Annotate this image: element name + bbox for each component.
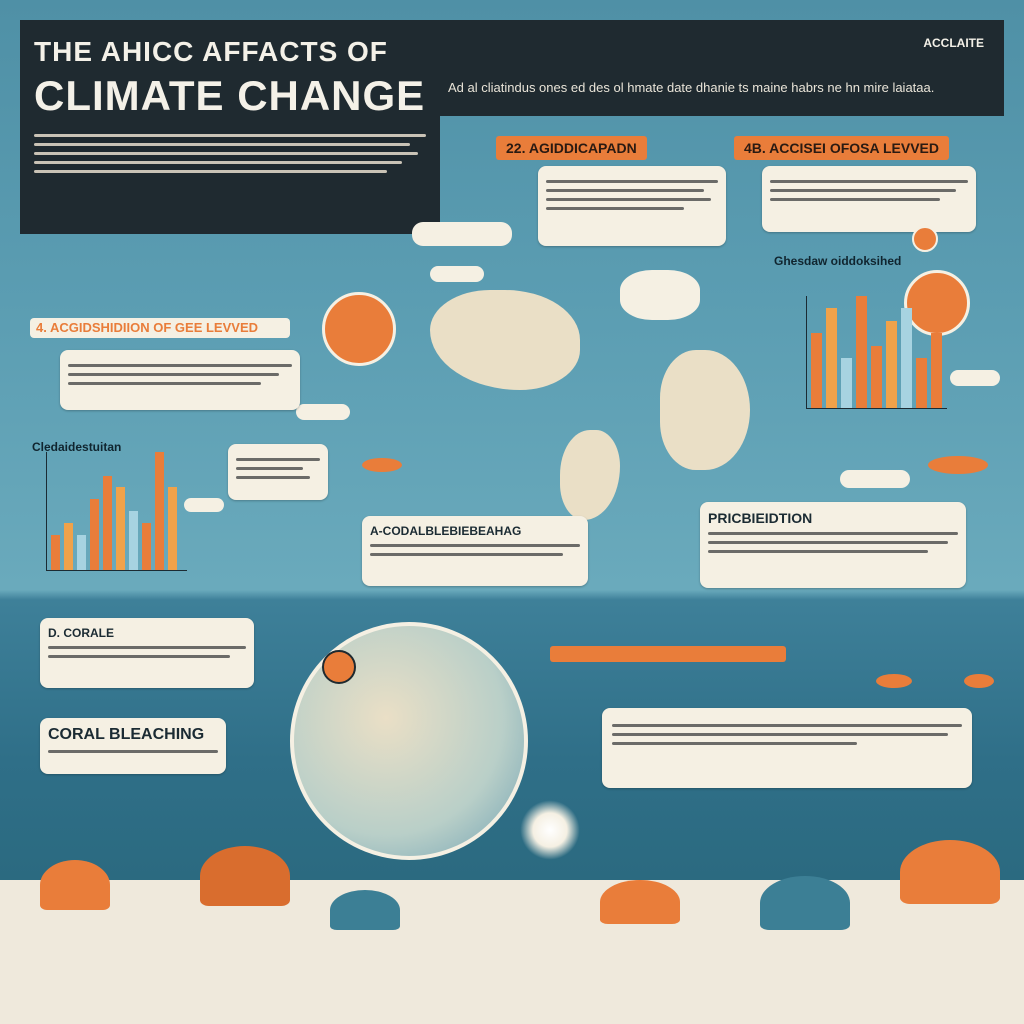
coral-icon	[600, 880, 680, 924]
coral-side-title: D. CORALE	[48, 626, 114, 640]
world-map	[420, 250, 760, 520]
coral-icon	[900, 840, 1000, 904]
cloud-icon	[184, 498, 224, 512]
chart-bar	[826, 308, 837, 408]
fish-icon	[928, 456, 988, 474]
coral-icon	[200, 846, 290, 906]
chart-bar	[916, 358, 927, 408]
cloud-icon	[950, 370, 1000, 386]
globe-marker	[322, 650, 356, 684]
sea-levels-tab-top: 4B. ACCISEI OFOSA LEVVED	[734, 136, 949, 160]
cloud-icon	[296, 404, 350, 420]
globe-illustration	[290, 622, 528, 860]
seabed-sand	[0, 880, 1024, 1024]
fish-icon	[362, 458, 402, 472]
intro-text-block	[20, 116, 440, 234]
subtitle: Ad al cliatindus ones ed des ol hmate da…	[448, 80, 935, 95]
sea-levels-tab-left: 4. ACGIDSHIDIION OF GEE LEVVED	[36, 320, 258, 335]
orange-band	[550, 646, 786, 662]
predation-card: PRICBIEIDTION	[700, 502, 966, 588]
sparkle-icon	[520, 800, 580, 860]
cloud-icon	[430, 266, 484, 282]
coral-bleaching-left-card: CORAL BLEACHING	[40, 718, 226, 774]
fish-icon	[964, 674, 994, 688]
sea-levels-card-top	[762, 166, 976, 232]
bottom-right-card	[602, 708, 972, 788]
coral-bleaching-left-title: CORAL BLEACHING	[48, 726, 205, 743]
sea-levels-card-left	[60, 350, 300, 410]
chart-right	[806, 296, 947, 409]
chart-bar	[811, 333, 822, 408]
coral-side-card: D. CORALE	[40, 618, 254, 688]
fish-icon	[876, 674, 912, 688]
chart-bar	[90, 499, 99, 570]
cloud-icon	[412, 222, 512, 246]
coral-icon	[330, 890, 400, 930]
acidification-card	[538, 166, 726, 246]
chart-bar	[871, 346, 882, 408]
chart-bar	[51, 535, 60, 570]
map-africa-europe	[660, 350, 750, 470]
chart-bar	[142, 523, 151, 570]
chart-bar	[103, 476, 112, 570]
map-south-america	[560, 430, 620, 520]
coral-bleaching-mid-card: A-CODALBLEBIEBEAHAG	[362, 516, 588, 586]
acidification-tab: 22. AGIDDICAPADN	[496, 136, 647, 160]
chart-left-caption: Cledaidestuitan	[32, 440, 122, 454]
chart-bar	[841, 358, 852, 408]
cloud-icon	[840, 470, 910, 488]
chart-bar	[886, 321, 897, 408]
chart-right-caption: Ghesdaw oiddoksihed	[774, 254, 902, 268]
header-banner: THE AHICC AFFACTS OF CLIMATE CHANGE Ad a…	[20, 20, 1004, 119]
chart-bar	[116, 487, 125, 570]
chart-left	[46, 452, 187, 571]
chart-bar	[64, 523, 73, 570]
brand: ACCLAITE	[923, 36, 984, 50]
title-top: THE AHICC AFFACTS OF	[34, 36, 388, 67]
map-north-america	[430, 290, 580, 390]
map-greenland	[620, 270, 700, 320]
chart-bar	[168, 487, 177, 570]
chart-bar	[931, 333, 942, 408]
title-main: CLIMATE CHANGE	[34, 72, 426, 119]
marker-dot	[912, 226, 938, 252]
predation-title: PRICBIEIDTION	[708, 510, 813, 526]
chart-bar	[77, 535, 86, 570]
sun-icon	[322, 292, 396, 366]
small-note-card	[228, 444, 328, 500]
coral-icon	[760, 876, 850, 930]
sea-levels-tab-left-bg	[30, 318, 290, 338]
chart-bar	[901, 308, 912, 408]
chart-bar	[155, 452, 164, 570]
coral-bleaching-mid-title: A-CODALBLEBIEBEAHAG	[370, 524, 522, 538]
chart-bar	[129, 511, 138, 570]
chart-bar	[856, 296, 867, 408]
coral-icon	[40, 860, 110, 910]
